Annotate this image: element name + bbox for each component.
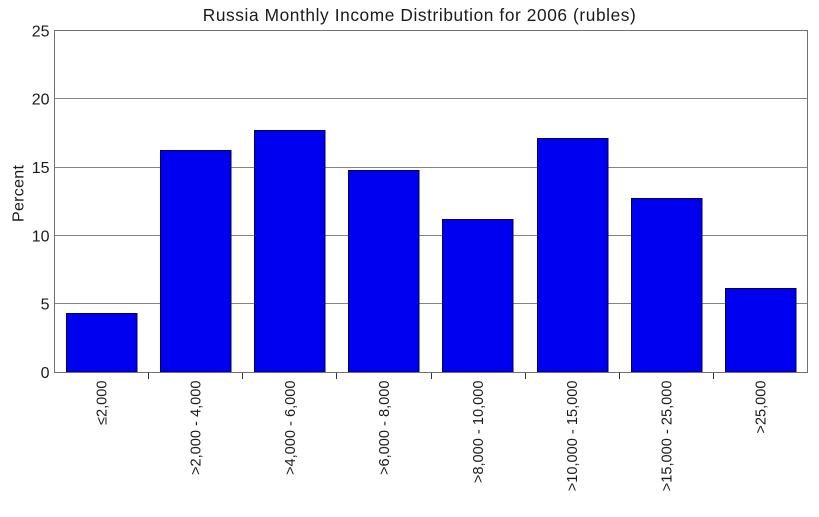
svg-text:>25,000: >25,000 bbox=[754, 381, 770, 434]
svg-text:>15,000 - 25,000: >15,000 - 25,000 bbox=[659, 381, 675, 492]
svg-text:25: 25 bbox=[32, 24, 50, 41]
svg-text:≤2,000: ≤2,000 bbox=[95, 381, 111, 426]
svg-text:5: 5 bbox=[41, 297, 50, 314]
svg-text:>6,000 - 8,000: >6,000 - 8,000 bbox=[377, 381, 393, 476]
svg-text:0: 0 bbox=[41, 365, 50, 382]
svg-text:>4,000 - 6,000: >4,000 - 6,000 bbox=[283, 381, 299, 476]
svg-text:20: 20 bbox=[32, 92, 50, 109]
svg-text:>8,000 - 10,000: >8,000 - 10,000 bbox=[471, 380, 487, 483]
svg-text:Percent: Percent bbox=[11, 165, 28, 222]
svg-text:Russia Monthly Income Distribu: Russia Monthly Income Distribution for 2… bbox=[203, 5, 637, 25]
svg-text:10: 10 bbox=[32, 228, 50, 245]
svg-text:>2,000 - 4,000: >2,000 - 4,000 bbox=[189, 381, 205, 476]
svg-text:15: 15 bbox=[32, 160, 50, 177]
svg-text:>10,000 - 15,000: >10,000 - 15,000 bbox=[565, 381, 581, 492]
